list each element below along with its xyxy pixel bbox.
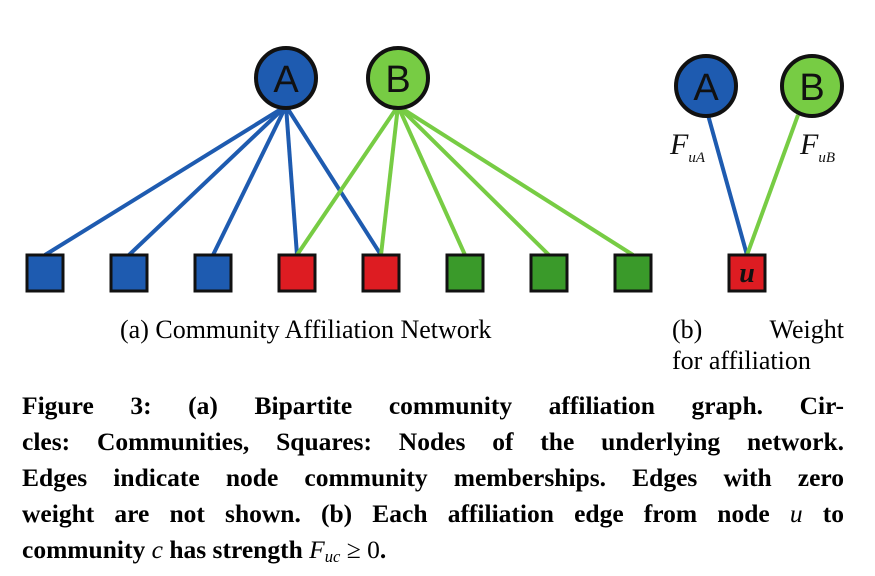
node-square-8 bbox=[613, 253, 653, 293]
edge-b-to-node-6 bbox=[396, 105, 467, 256]
weight-fua-base: F bbox=[669, 128, 689, 161]
edge-b-to-node-7 bbox=[396, 104, 551, 257]
edge-b-to-u bbox=[745, 114, 800, 256]
panel-b-community-b-label: B bbox=[799, 67, 824, 109]
edge-a-to-u bbox=[706, 114, 749, 256]
node-square-6 bbox=[445, 253, 485, 293]
panel-b-community-a-circle: A bbox=[674, 54, 738, 118]
caption-math-c: c bbox=[151, 535, 163, 564]
node-square-7 bbox=[529, 253, 569, 293]
weight-fub-base: F bbox=[799, 128, 819, 161]
node-square-5 bbox=[361, 253, 401, 293]
node-square-4 bbox=[277, 253, 317, 293]
panel-a-nodes bbox=[25, 253, 653, 293]
affiliation-diagram: A B A B u FuA FuB bbox=[25, 46, 844, 293]
panel-b-graph: A B u FuA FuB bbox=[669, 54, 844, 293]
edge-b-to-node-4 bbox=[295, 104, 400, 257]
caption-math-u: u bbox=[789, 499, 803, 528]
node-square-2 bbox=[109, 253, 149, 293]
node-square-1 bbox=[25, 253, 65, 293]
caption-line-5-text: community bbox=[22, 535, 152, 564]
weight-fub-label: FuB bbox=[799, 128, 835, 166]
caption-line-4-end: to bbox=[802, 499, 844, 528]
caption-line-4: weight are not shown. (b) Each affiliati… bbox=[22, 496, 844, 532]
caption-math-geq: ≥ 0 bbox=[340, 535, 380, 564]
node-u-label: u bbox=[739, 258, 755, 289]
caption-math-sub: uc bbox=[324, 547, 341, 567]
caption-line-5-mid: has strength bbox=[162, 535, 310, 564]
edge-a-to-node-5 bbox=[284, 104, 383, 257]
weight-fua-sub: uA bbox=[688, 150, 706, 166]
edge-a-to-node-3 bbox=[211, 105, 288, 256]
caption-line-2: cles: Communities, Squares: Nodes of the… bbox=[22, 427, 844, 456]
panel-a-communities: A B bbox=[254, 46, 430, 110]
edge-a-to-node-1 bbox=[43, 104, 288, 257]
edge-b-to-node-8 bbox=[396, 104, 635, 257]
panel-b-node-u: u bbox=[727, 253, 767, 293]
panel-a-edges bbox=[43, 104, 635, 257]
node-square-3 bbox=[193, 253, 233, 293]
subcaption-b-line1: (b) Weight bbox=[672, 315, 844, 345]
caption-line-5: community c has strength Fuc ≥ 0. bbox=[22, 532, 844, 575]
caption-line-3: Edges indicate node community membership… bbox=[22, 463, 844, 492]
caption-math-f: F bbox=[309, 535, 325, 564]
subcaption-b-weight: Weight bbox=[769, 315, 844, 344]
subcaption-b-label: (b) bbox=[672, 315, 703, 344]
edge-a-to-node-4 bbox=[284, 105, 299, 256]
community-a-circle: A bbox=[254, 46, 318, 110]
caption-line-4-text: weight are not shown. (b) Each affiliati… bbox=[22, 499, 790, 528]
community-b-label: B bbox=[385, 59, 410, 101]
weight-fua-label: FuA bbox=[669, 128, 706, 166]
community-b-circle: B bbox=[366, 46, 430, 110]
community-a-label: A bbox=[273, 59, 299, 101]
subcaption-a: (a) Community Affiliation Network bbox=[120, 315, 492, 344]
figure-caption: Figure 3: (a) Bipartite community affili… bbox=[22, 388, 844, 575]
edge-a-to-node-2 bbox=[127, 104, 288, 257]
subcaption-b-line2: for affiliation bbox=[672, 346, 811, 375]
weight-fub-sub: uB bbox=[818, 150, 835, 166]
edge-b-to-node-5 bbox=[379, 105, 400, 256]
caption-line-1: Figure 3: (a) Bipartite community affili… bbox=[22, 391, 844, 420]
caption-line-5-end: . bbox=[379, 535, 387, 564]
panel-b-community-a-label: A bbox=[693, 67, 719, 109]
panel-b-community-b-circle: B bbox=[780, 54, 844, 118]
